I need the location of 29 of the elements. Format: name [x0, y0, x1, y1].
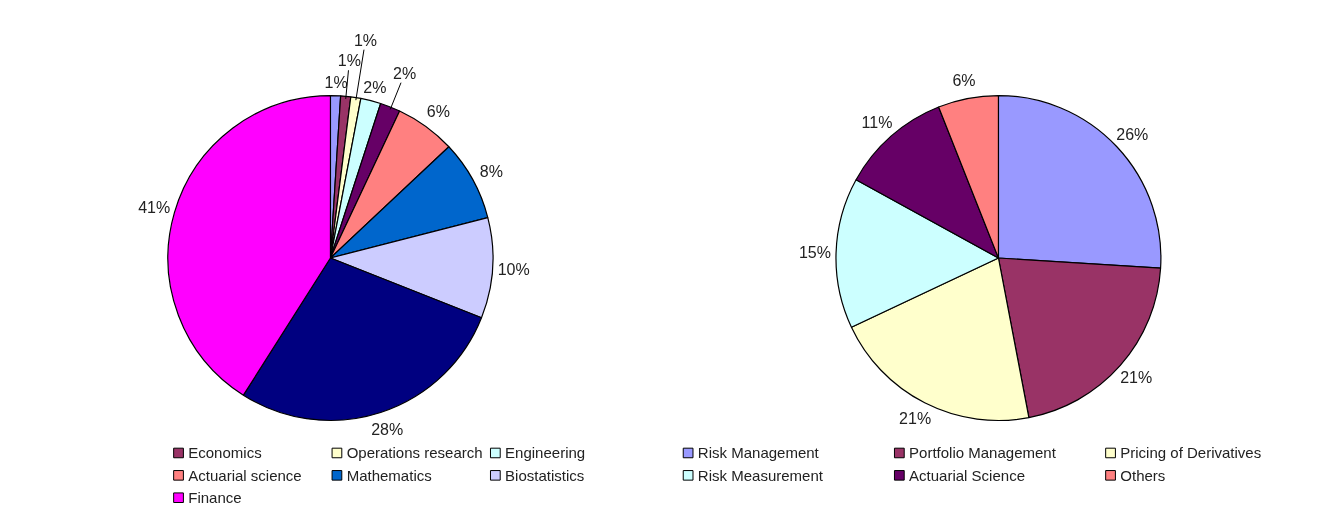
legend-label: Others: [1120, 466, 1166, 484]
data-label: 41%: [138, 199, 171, 217]
legend-label: Mathematics: [346, 466, 432, 484]
legend-label: Operations research: [346, 444, 483, 462]
data-label: 6%: [952, 72, 976, 90]
legend-label: Actuarial Science: [909, 466, 1025, 484]
legend-label: Economics: [188, 444, 262, 462]
data-label: 2%: [363, 79, 387, 97]
data-label: 15%: [798, 243, 831, 261]
data-label: 1%: [337, 52, 361, 70]
data-label: 1%: [353, 31, 378, 49]
data-label: 11%: [861, 114, 893, 132]
data-label: 26%: [1116, 125, 1149, 143]
data-label: 8%: [479, 162, 503, 180]
legend-label: Portfolio Management: [909, 444, 1057, 462]
data-label: 28%: [371, 421, 404, 439]
legend-label: Engineering: [505, 444, 586, 462]
data-label: 1%: [324, 73, 348, 91]
data-label: 21%: [1120, 368, 1153, 386]
legend-label: Risk Management: [697, 444, 820, 462]
data-label: 21%: [899, 410, 932, 428]
legend-label: Risk Measurement: [697, 466, 824, 484]
legend-label: Finance: [188, 489, 242, 507]
data-label: 2%: [393, 65, 417, 83]
data-label: 10%: [497, 260, 530, 278]
legend-label: Biostatistics: [505, 466, 585, 484]
legend-label: Pricing of Derivatives: [1120, 444, 1262, 462]
data-label: 6%: [426, 103, 450, 121]
legend-label: Actuarial science: [188, 466, 302, 484]
